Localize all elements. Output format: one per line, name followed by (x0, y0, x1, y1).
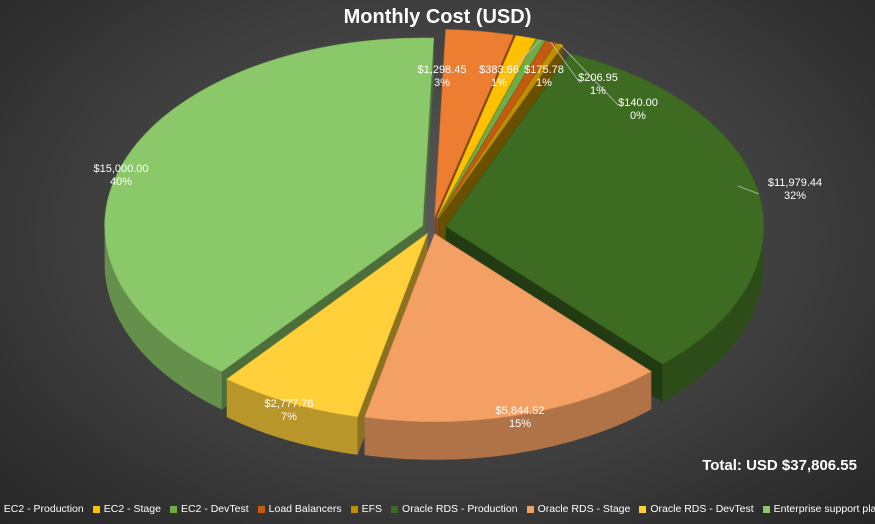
legend-item-ec2-devtest: EC2 - DevTest (169, 503, 249, 515)
legend-swatch (92, 505, 100, 513)
data-label-value-ec2-production: $1,298.45 (418, 64, 467, 76)
data-label-value-oracle-rds-stage: $5,844.52 (496, 405, 545, 417)
legend-swatch (762, 505, 770, 513)
legend-swatch (639, 505, 647, 513)
pie-rim-enterprise-support-plan-0 (104, 225, 222, 410)
legend-item-enterprise-support-plan: Enterprise support plan (762, 503, 875, 515)
legend-label: EC2 - Stage (103, 503, 161, 515)
legend-swatch (526, 505, 534, 513)
pie-rim-oracle-rds-production-0 (662, 226, 764, 403)
data-label-percent-ec2-stage: 1% (491, 77, 507, 89)
legend-item-ec2-stage: EC2 - Stage (92, 503, 161, 515)
legend-item-oracle-rds-production: Oracle RDS - Production (391, 503, 518, 515)
pie-slice-load-balancers[interactable] (438, 40, 557, 219)
pie-slice-oracle-rds-stage[interactable] (364, 233, 652, 423)
legend-label: Oracle RDS - Stage (537, 503, 631, 515)
data-label-percent-enterprise-support-plan: 40% (110, 176, 132, 188)
legend-swatch (169, 505, 177, 513)
data-label-value-ec2-devtest: $175.78 (524, 64, 564, 76)
leader-line-ec2-devtest (499, 39, 541, 83)
leader-line-efs (559, 43, 619, 106)
legend-item-oracle-rds-devtest: Oracle RDS - DevTest (639, 503, 754, 515)
data-label-percent-load-balancers: 1% (590, 85, 606, 97)
pie-slice-oracle-rds-devtest[interactable] (226, 232, 429, 418)
pie-slice-enterprise-support-plan[interactable] (104, 37, 435, 372)
pie-slice-ec2-production[interactable] (434, 29, 514, 218)
legend-label: EC2 - DevTest (180, 503, 249, 515)
legend-swatch (350, 505, 358, 513)
pie-slice-ec2-devtest[interactable] (437, 38, 546, 218)
leader-line-oracle-rds-production (737, 185, 760, 195)
leader-line-load-balancers (550, 41, 581, 84)
pie-rim-oracle-rds-devtest-0 (226, 379, 358, 455)
legend-label: Enterprise support plan (773, 503, 875, 515)
legend-item-load-balancers: Load Balancers (257, 503, 342, 515)
pie-wall-enterprise-support-plan-1 (422, 38, 434, 264)
legend: EC2 - Production EC2 - Stage EC2 - DevTest… (0, 503, 875, 515)
data-label-percent-oracle-rds-stage: 15% (509, 418, 531, 430)
data-label-value-oracle-rds-devtest: $2,777.76 (265, 398, 314, 410)
data-label-value-ec2-stage: $383.66 (479, 64, 519, 76)
chart-title: Monthly Cost (USD) (343, 6, 532, 28)
legend-item-ec2-production: EC2 - Production (0, 503, 84, 515)
data-label-value-efs: $140.00 (618, 97, 658, 109)
legend-label: EFS (361, 503, 383, 515)
legend-label: Oracle RDS - Production (402, 503, 518, 515)
data-label-percent-efs: 0% (630, 110, 646, 122)
legend-label: EC2 - Production (3, 503, 84, 515)
data-label-percent-oracle-rds-production: 32% (784, 190, 806, 202)
legend-label: Load Balancers (268, 503, 342, 515)
legend-item-efs: EFS (350, 503, 383, 515)
pie-rim-oracle-rds-stage-0 (364, 371, 652, 460)
data-label-percent-ec2-production: 3% (434, 77, 450, 89)
data-label-value-load-balancers: $206.95 (578, 72, 618, 84)
legend-item-oracle-rds-stage: Oracle RDS - Stage (526, 503, 631, 515)
data-label-percent-oracle-rds-devtest: 7% (281, 411, 297, 423)
legend-swatch (257, 505, 265, 513)
data-label-value-oracle-rds-production: $11,979.44 (768, 177, 822, 189)
legend-label: Oracle RDS - DevTest (650, 503, 754, 515)
data-label-percent-ec2-devtest: 1% (536, 77, 552, 89)
total-label: Total: USD $37,806.55 (702, 457, 857, 474)
pie-slice-ec2-stage[interactable] (436, 35, 536, 218)
data-label-value-enterprise-support-plan: $15,000.00 (93, 163, 148, 175)
legend-swatch (391, 505, 399, 513)
